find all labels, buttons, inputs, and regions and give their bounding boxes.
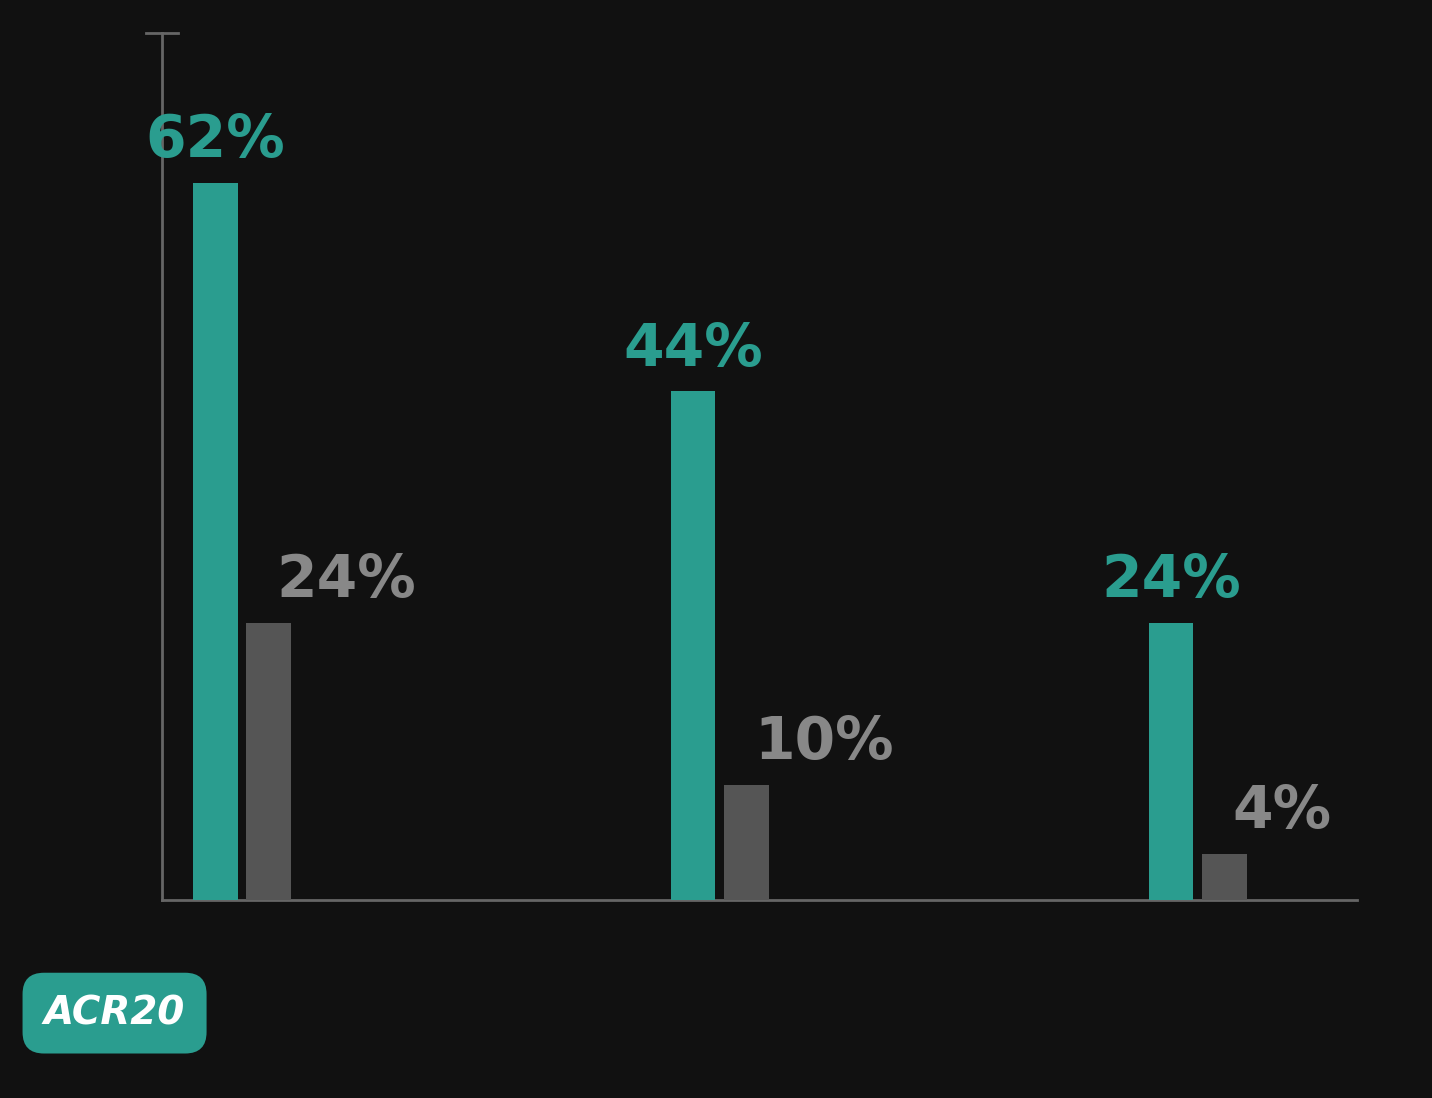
Bar [670,392,716,900]
Text: 24%: 24% [276,552,417,609]
Bar [1203,854,1247,900]
Bar [246,623,291,900]
Text: 24%: 24% [1101,552,1242,609]
Text: 4%: 4% [1233,783,1332,840]
Text: 10%: 10% [755,714,895,771]
Bar [725,785,769,900]
Text: ACR20: ACR20 [44,994,185,1032]
Text: 44%: 44% [623,321,763,378]
Text: 62%: 62% [146,112,285,169]
Bar [193,183,238,900]
Bar [1148,623,1193,900]
